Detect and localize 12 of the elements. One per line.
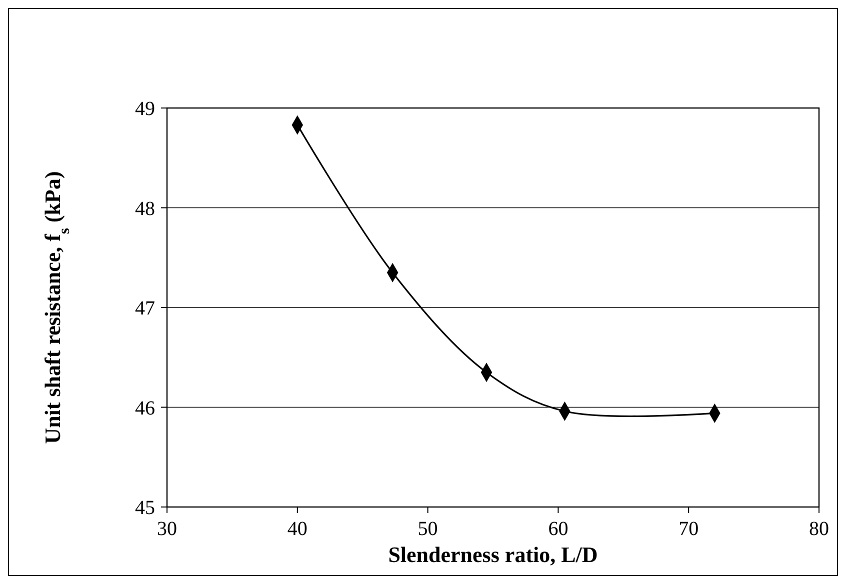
x-tick-label: 70 xyxy=(678,518,699,540)
y-tick-label: 47 xyxy=(135,298,155,320)
y-tick-label: 49 xyxy=(135,98,155,120)
x-tick-label: 40 xyxy=(287,518,308,540)
x-tick-label: 30 xyxy=(157,518,177,540)
x-axis-title: Slenderness ratio, L/D xyxy=(388,542,598,567)
x-tick-label: 80 xyxy=(809,518,829,540)
y-tick-label: 46 xyxy=(135,397,155,420)
y-tick-label: 45 xyxy=(135,497,155,519)
x-tick-label: 60 xyxy=(548,518,568,540)
x-tick-label: 50 xyxy=(418,518,438,540)
y-tick-label: 48 xyxy=(135,198,155,220)
